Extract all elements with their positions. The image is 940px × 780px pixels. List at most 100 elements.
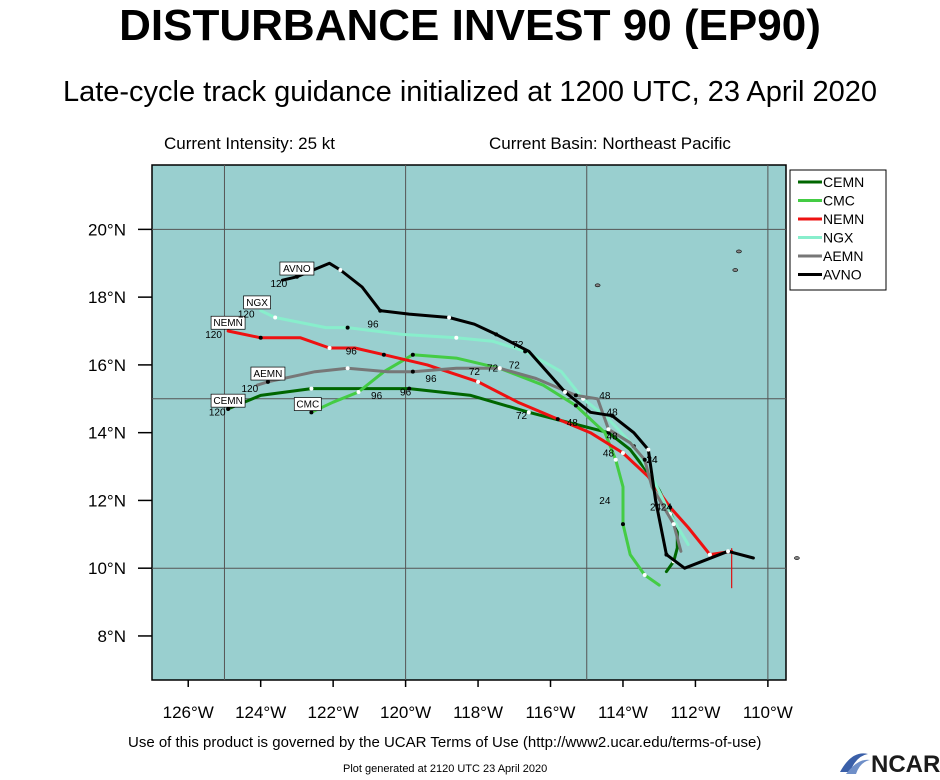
generated-timestamp: Plot generated at 2120 UTC 23 April 2020 — [343, 763, 548, 775]
track-point — [563, 390, 568, 395]
track-point — [407, 386, 412, 391]
forecast-hour-label: 24 — [650, 503, 662, 514]
track-point — [613, 457, 618, 462]
track-point — [447, 315, 452, 320]
forecast-hour-label: 120 — [205, 330, 222, 341]
forecast-hour-label: 48 — [567, 418, 579, 429]
track-point — [620, 522, 625, 527]
track-point — [610, 413, 615, 418]
forecast-hour-label: 120 — [238, 309, 255, 320]
map-ocean — [151, 164, 787, 681]
model-tag-box — [250, 366, 286, 381]
y-tick-label: 12°N — [88, 491, 126, 510]
model-tag-nemn: NEMN — [213, 318, 242, 329]
model-tag-aemn: AEMN — [253, 369, 282, 380]
legend-label-nemn: NEMN — [823, 211, 864, 227]
track-point — [273, 315, 278, 320]
x-tick-label: 110°W — [743, 703, 793, 722]
model-tag-ngx: NGX — [246, 298, 268, 309]
track-point — [606, 427, 611, 432]
page-title: DISTURBANCE INVEST 90 (EP90) — [119, 1, 821, 50]
track-point — [573, 393, 578, 398]
track-point — [226, 406, 231, 411]
y-tick-label: 10°N — [88, 559, 126, 578]
model-tag-box — [210, 315, 246, 330]
track-point — [410, 352, 415, 357]
forecast-hour-label: 48 — [599, 391, 611, 402]
forecast-hour-label: 72 — [516, 411, 528, 422]
page-subtitle: Late-cycle track guidance initialized at… — [62, 76, 878, 108]
track-point — [356, 390, 361, 395]
model-tag-avno: AVNO — [283, 264, 311, 275]
legend-label-aemn: AEMN — [823, 248, 863, 264]
track-point — [642, 572, 647, 577]
x-tick-label: 124°W — [235, 703, 286, 722]
y-tick-label: 16°N — [88, 356, 126, 375]
y-tick-label: 14°N — [88, 424, 126, 443]
x-tick-label: 126°W — [163, 703, 214, 722]
model-tag-box — [293, 397, 322, 411]
track-point — [573, 403, 578, 408]
track-point — [338, 268, 343, 273]
forecast-hour-label: 72 — [509, 360, 521, 371]
x-tick-label: 112°W — [670, 703, 720, 722]
forecast-hour-label: 96 — [367, 320, 379, 331]
track-point — [555, 417, 560, 422]
forecast-hour-label: 120 — [241, 384, 258, 395]
forecast-hour-label: 24 — [599, 496, 611, 507]
y-tick-label: 8°N — [97, 627, 126, 646]
y-tick-label: 18°N — [88, 288, 126, 307]
x-tick-label: 118°W — [453, 703, 503, 722]
forecast-hour-label: 24 — [646, 455, 658, 466]
track-labels: 24487296120CEMN24487296CMC24487296120NEM… — [205, 261, 673, 514]
track-point — [345, 366, 350, 371]
model-tag-box — [243, 295, 271, 310]
current-intensity-label: Current Intensity: 25 kt — [164, 134, 336, 153]
track-point — [454, 335, 459, 340]
legend-label-cemn: CEMN — [823, 174, 864, 190]
island — [732, 268, 739, 272]
track-point — [620, 450, 625, 455]
track-point — [671, 522, 676, 527]
track-point — [378, 308, 383, 313]
forecast-tracks — [226, 261, 755, 589]
forecast-hour-label: 24 — [661, 503, 673, 514]
track-point — [497, 366, 502, 371]
grid-lines — [152, 165, 786, 680]
model-tag-cemn: CEMN — [213, 396, 242, 407]
legend-box — [789, 169, 887, 291]
track-point — [381, 352, 386, 357]
forecast-hour-label: 72 — [512, 340, 524, 351]
x-tick-label: 120°W — [380, 703, 431, 722]
islands — [594, 249, 800, 560]
model-tag-box — [210, 393, 246, 408]
forecast-hour-label: 48 — [603, 448, 615, 459]
forecast-hour-label: 24 — [646, 455, 658, 466]
legend-label-cmc: CMC — [823, 193, 855, 209]
model-tag-box — [279, 261, 315, 276]
track-point — [327, 345, 332, 350]
track-point — [664, 552, 669, 557]
track-point — [707, 552, 712, 557]
forecast-hour-label: 120 — [209, 408, 226, 419]
track-avno — [280, 261, 755, 570]
track-point — [265, 379, 270, 384]
forecast-hour-label: 96 — [425, 374, 437, 385]
island — [594, 283, 601, 288]
model-tag-cmc: CMC — [296, 400, 319, 411]
track-point — [494, 332, 499, 337]
forecast-hour-label: 120 — [270, 279, 287, 290]
legend-label-avno: AVNO — [823, 267, 862, 283]
track-nemn — [226, 329, 734, 557]
forecast-hour-label: 96 — [371, 391, 383, 402]
legend: CEMN CMC NEMN NGX AEMN AVNO — [789, 169, 887, 291]
axes: 126°W 124°W 122°W 120°W 118°W 116°W 114°W 112°W… — [88, 220, 793, 722]
terms-of-use-note: Use of this product is governed by the U… — [128, 734, 762, 751]
current-basin-label: Current Basin: Northeast Pacific — [489, 134, 731, 153]
forecast-hour-label: 72 — [487, 364, 499, 375]
track-point — [642, 457, 647, 462]
forecast-hour-label: 72 — [469, 367, 481, 378]
track-cmc — [309, 353, 661, 587]
forecast-hour-label: 48 — [607, 431, 619, 442]
island — [736, 249, 742, 254]
